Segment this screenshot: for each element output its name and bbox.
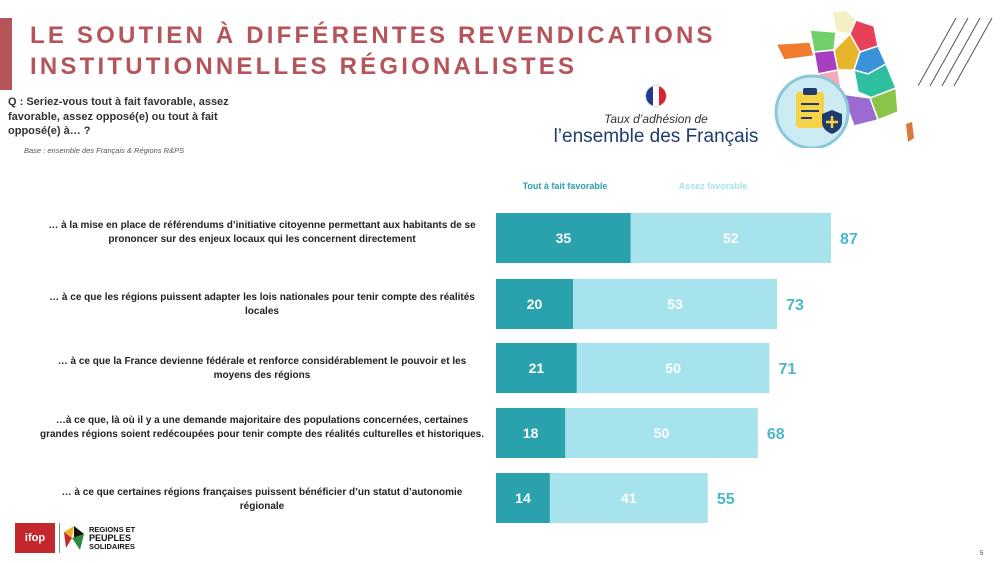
category-label: … à la mise en place de référendums d’in… [48,220,476,245]
category-label: … à ce que la France devienne fédérale e… [57,356,467,381]
bar-tout-a-fait-favorable [496,343,577,393]
rps-logo-text: REGIONS ET PEUPLES SOLIDAIRES [89,526,135,551]
title-accent-bar [0,18,12,90]
bar-value-label: 18 [523,425,539,441]
total-value-label: 87 [840,231,858,248]
diagonal-lines-decoration [918,18,993,87]
legend-assez-favorable: Assez favorable [678,181,748,191]
legend-tout-a-fait-favorable: Tout à fait favorable [522,181,608,191]
population-label: l’ensemble des Français [553,126,759,147]
bar-assez-favorable [549,473,708,523]
french-flag-icon [645,85,667,107]
total-value-label: 71 [778,361,796,378]
bar-value-label: 41 [621,490,637,506]
bar-value-label: 14 [515,490,531,506]
bar-value-label: 20 [527,296,543,312]
bar-value-label: 53 [667,296,683,312]
category-label: … à ce que les régions puissent adapter … [49,292,475,317]
bar-value-label: 50 [654,425,670,441]
survey-base-note: Base : ensemble des Français & Régions R… [24,146,185,155]
bar-value-label: 50 [665,360,681,376]
total-value-label: 55 [717,491,735,508]
bar-tout-a-fait-favorable [496,279,573,329]
page-title: LE SOUTIEN À DIFFÉRENTES REVENDICATIONS … [30,22,716,80]
bar-assez-favorable [576,343,770,393]
bar-value-label: 21 [529,360,545,376]
bar-tout-a-fait-favorable [496,473,550,523]
logo-divider [59,523,60,553]
rps-logo-line: REGIONS ET [89,525,136,534]
france-regions-map-icon [774,9,914,148]
total-value-label: 73 [786,297,804,314]
adhesion-rate-label: Taux d’adhésion de [604,112,708,126]
bar-tout-a-fait-favorable [496,213,631,263]
bar-value-label: 52 [723,230,739,246]
total-value-label: 68 [767,426,785,443]
bar-tout-a-fait-favorable [496,408,566,458]
survey-question: Q : Seriez-vous tout à fait favorable, a… [8,96,229,137]
bar-assez-favorable [565,408,758,458]
ifop-logo: ifop [15,523,55,553]
bar-assez-favorable [573,279,778,329]
page-number: 5 [980,551,984,557]
rps-logo-mark-icon [64,526,84,550]
bar-value-label: 35 [556,230,572,246]
bar-assez-favorable [630,213,831,263]
rps-logo-line: SOLIDAIRES [89,542,135,551]
category-label: … à ce que certaines régions françaises … [61,487,463,512]
rps-logo-line: PEUPLES [89,533,132,543]
category-label: …à ce que, là où il y a une demande majo… [40,415,485,440]
